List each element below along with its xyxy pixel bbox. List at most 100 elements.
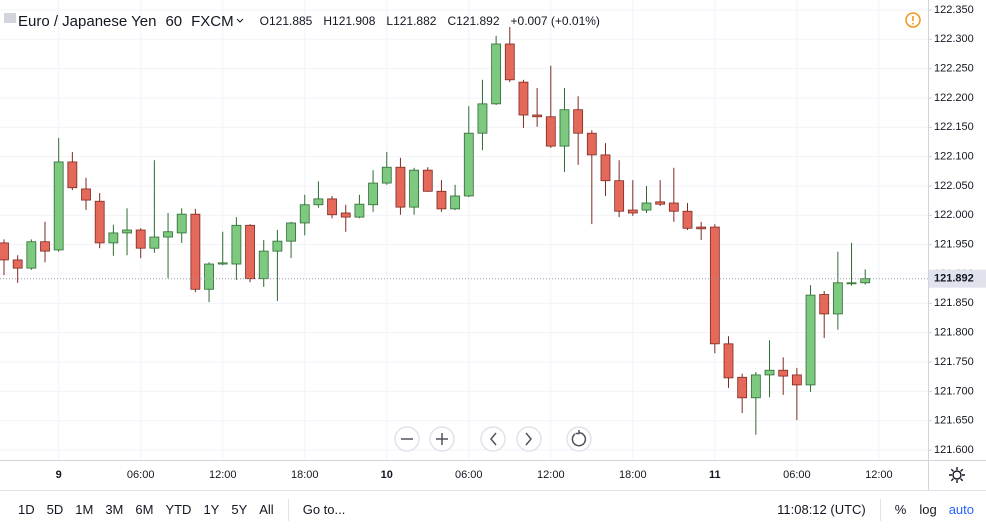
scroll-right-icon: [525, 432, 532, 446]
candle-body: [846, 282, 857, 285]
candle-body: [108, 232, 119, 244]
candle-body: [737, 376, 748, 399]
low-value: L121.882: [386, 14, 437, 28]
range-button[interactable]: 1D: [18, 502, 35, 517]
scroll-right-button[interactable]: [516, 426, 542, 452]
clock[interactable]: 11:08:12 (UTC): [777, 502, 866, 517]
range-button[interactable]: 5Y: [231, 502, 248, 517]
candle-body: [573, 109, 584, 134]
candle-body: [600, 154, 611, 182]
candle-body: [655, 201, 666, 205]
symbol[interactable]: Euro / Japanese Yen: [18, 12, 157, 30]
interval[interactable]: 60: [165, 12, 183, 30]
last-price-label: 121.892: [934, 273, 974, 285]
candle-body: [340, 212, 351, 218]
bottom-toolbar: 1D 5D 1M 3M 6M YTD 1Y 5Y All Go to... 11:08:12 (…: [0, 490, 986, 528]
scroll-left-icon: [490, 432, 497, 446]
source[interactable]: FXCM: [191, 12, 234, 30]
candle-body: [586, 132, 597, 156]
candle-body: [791, 374, 802, 386]
y-tick-label: 122.050: [934, 180, 974, 192]
candle-body: [819, 294, 830, 315]
candle-body: [504, 43, 515, 81]
candle-body: [696, 226, 707, 230]
candle-body: [532, 114, 543, 118]
candle-body: [245, 224, 255, 280]
candle-body: [641, 202, 652, 211]
candle-body: [299, 204, 310, 224]
candle-body: [149, 236, 160, 249]
candle-body: [559, 109, 570, 147]
auto-button[interactable]: auto: [948, 502, 974, 517]
candle-body: [668, 202, 679, 212]
candle-body: [272, 240, 283, 252]
range-button[interactable]: All: [259, 502, 274, 517]
candle-body: [190, 213, 201, 290]
candle-body: [258, 250, 269, 280]
x-tick-label: 12:00: [209, 469, 237, 481]
y-tick-label: 121.850: [934, 297, 974, 309]
candle-body: [627, 209, 638, 214]
percent-button[interactable]: %: [894, 502, 907, 517]
range-button[interactable]: 6M: [135, 502, 154, 517]
collapse-icon[interactable]: [4, 13, 16, 23]
y-tick-label: 122.150: [934, 121, 974, 133]
reset-button[interactable]: [566, 426, 592, 452]
candle-body: [477, 103, 488, 134]
y-tick-label: 121.700: [934, 385, 974, 397]
candle-body: [381, 166, 392, 184]
range-buttons: 1D 5D 1M 3M 6M YTD 1Y 5Y All: [12, 502, 280, 517]
candle-body: [750, 374, 761, 399]
alert-icon[interactable]: [905, 12, 921, 28]
x-tick-label: 18:00: [291, 469, 319, 481]
y-tick-label: 121.650: [934, 415, 974, 427]
range-button[interactable]: 1Y: [203, 502, 220, 517]
candle-body: [81, 188, 91, 201]
y-tick-label: 122.100: [934, 151, 974, 163]
x-tick-label: 12:00: [865, 469, 893, 481]
legend: Euro / Japanese Yen 60 FXCM O121.885 H12…: [12, 10, 600, 32]
y-tick-label: 121.800: [934, 327, 974, 339]
candle-body: [860, 278, 871, 284]
settings-icon[interactable]: [949, 467, 965, 483]
y-tick-label: 122.200: [934, 92, 974, 104]
range-button[interactable]: 3M: [105, 502, 124, 517]
y-tick-label: 121.600: [934, 444, 974, 456]
candle-body: [545, 116, 556, 147]
candle-body: [450, 195, 461, 210]
candle-body: [217, 262, 228, 265]
candle-body: [778, 369, 789, 377]
candle-body: [122, 229, 132, 234]
go-to-button[interactable]: Go to...: [302, 502, 346, 517]
y-tick-label: 122.250: [934, 63, 974, 75]
candle-body: [135, 229, 146, 249]
range-button[interactable]: 5D: [46, 502, 64, 517]
y-tick-label: 121.750: [934, 356, 974, 368]
range-button[interactable]: 1M: [75, 502, 94, 517]
candle-body: [163, 231, 173, 238]
zoom-in-icon: [436, 433, 448, 445]
separator: [879, 498, 881, 521]
x-tick-label: 18:00: [619, 469, 647, 481]
gear-hub: [952, 470, 962, 480]
candle-body: [313, 198, 324, 206]
last-price-box: [929, 269, 986, 288]
reset-icon: [571, 430, 587, 447]
candle-body: [327, 198, 337, 216]
candle-body: [53, 161, 64, 251]
x-tick-label: 06:00: [127, 469, 155, 481]
nav-buttons: [394, 426, 592, 452]
candle-body: [491, 43, 502, 105]
candle-body: [40, 241, 50, 252]
candle-body: [286, 222, 296, 242]
candle-body: [614, 180, 625, 212]
x-tick-label: 06:00: [455, 469, 483, 481]
y-tick-label: 122.300: [934, 33, 974, 45]
candle-body: [463, 132, 474, 197]
source-caret[interactable]: [236, 18, 244, 24]
open-value: O121.885: [259, 14, 313, 28]
scroll-left-button[interactable]: [480, 426, 506, 452]
log-button[interactable]: log: [919, 502, 937, 517]
candle-body: [231, 224, 242, 265]
range-button[interactable]: YTD: [165, 502, 192, 517]
